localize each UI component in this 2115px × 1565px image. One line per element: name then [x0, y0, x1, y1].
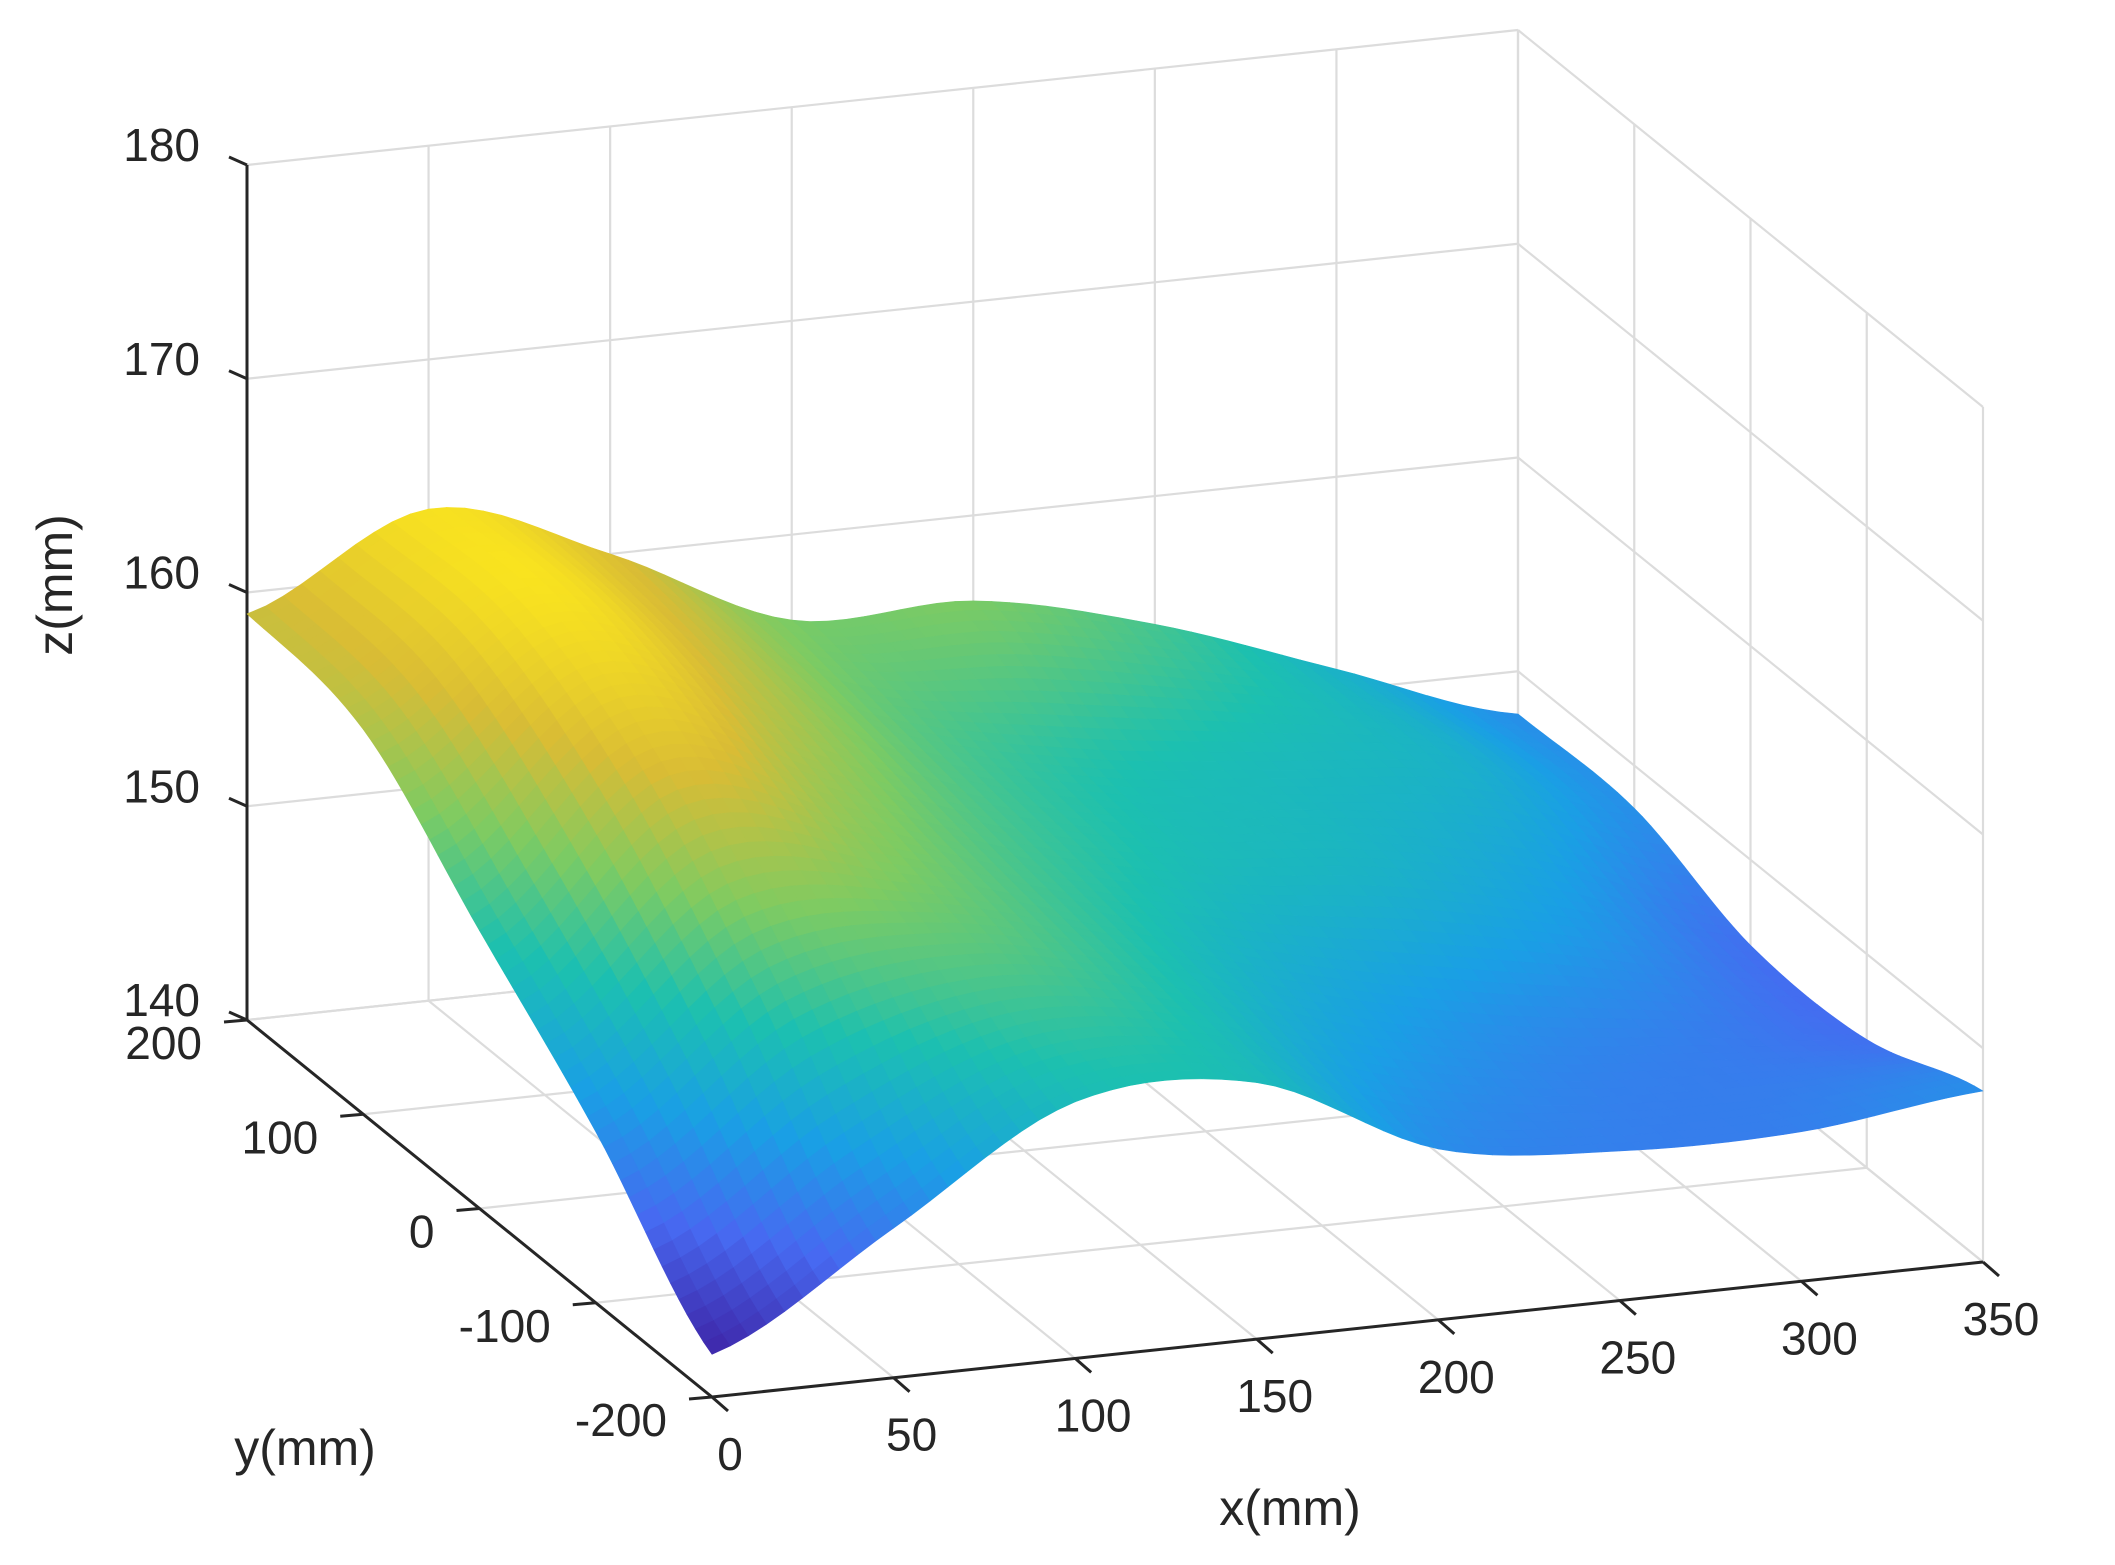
z-axis-label: z(mm) — [27, 514, 83, 656]
x-axis-label: x(mm) — [1219, 1480, 1361, 1536]
back-wall-grid-line — [246, 242, 1519, 380]
x-tick — [892, 1376, 911, 1393]
z-tick — [228, 583, 248, 594]
x-tick — [1437, 1318, 1456, 1335]
x-tick — [1618, 1299, 1637, 1316]
x-tick — [1800, 1280, 1819, 1297]
y-tick — [456, 1207, 480, 1212]
x-tick — [1982, 1260, 2000, 1278]
y-tick-label: -200 — [575, 1394, 667, 1446]
side-wall-grid-line — [1517, 242, 1984, 622]
y-tick-label: 0 — [409, 1206, 435, 1258]
z-tick — [228, 1010, 248, 1022]
z-tick-label: 140 — [123, 974, 200, 1026]
z-tick-label: 170 — [123, 333, 200, 385]
z-tick — [228, 155, 248, 167]
x-tick-label: 200 — [1418, 1351, 1495, 1403]
z-tick-label: 180 — [123, 119, 200, 171]
y-tick — [223, 1018, 248, 1024]
x-tick — [1074, 1357, 1093, 1374]
x-tick-label: 50 — [886, 1409, 937, 1461]
side-wall-grid-line — [1517, 670, 1984, 1050]
z-tick — [228, 796, 248, 808]
x-tick-label: 0 — [717, 1428, 743, 1480]
z-tick-label: 160 — [123, 547, 200, 599]
y-tick — [572, 1301, 596, 1307]
back-wall-grid-line — [246, 28, 1519, 167]
x-tick-label: 300 — [1781, 1312, 1858, 1364]
y-tick — [688, 1395, 713, 1401]
axis-layer — [223, 155, 2000, 1413]
y-tick-label: 100 — [242, 1111, 319, 1163]
z-tick-label: 150 — [123, 760, 200, 812]
x-tick-label: 100 — [1055, 1389, 1132, 1441]
y-axis-label: y(mm) — [234, 1420, 376, 1476]
x-tick — [1255, 1338, 1274, 1355]
x-tick-label: 150 — [1236, 1370, 1313, 1422]
side-wall-grid-line — [1517, 29, 1984, 408]
side-wall-grid-line — [1517, 456, 1984, 836]
x-tick — [711, 1395, 729, 1413]
surface-layer — [246, 507, 1984, 1355]
y-tick-label: -100 — [459, 1300, 551, 1352]
x-tick-label: 350 — [1963, 1293, 2040, 1345]
z-tick — [228, 369, 248, 381]
x-tick-label: 250 — [1599, 1332, 1676, 1384]
x-axis-line — [711, 1260, 1984, 1399]
y-tick — [340, 1112, 364, 1118]
